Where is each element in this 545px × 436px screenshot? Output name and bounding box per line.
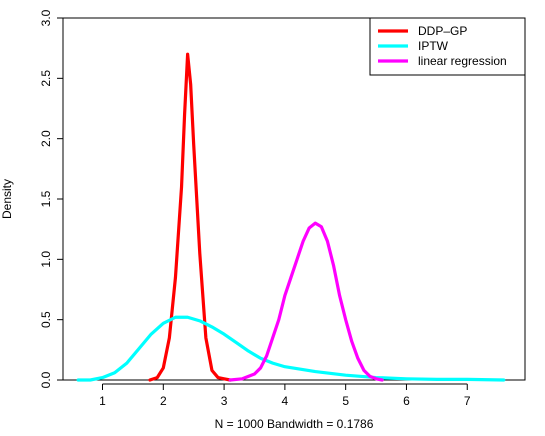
y-tick-label: 2.0	[39, 130, 53, 147]
x-tick-label: 1	[99, 394, 106, 408]
x-axis-title: N = 1000 Bandwidth = 0.1786	[215, 417, 374, 431]
y-tick-label: 3.0	[39, 9, 53, 26]
x-tick-label: 5	[342, 394, 349, 408]
y-tick-label: 1.5	[39, 190, 53, 207]
x-tick-label: 3	[221, 394, 228, 408]
legend-label: DDP–GP	[418, 24, 467, 38]
y-tick-label: 2.5	[39, 70, 53, 87]
axes: 0.0 0.5 1.0 1.5 2.0 2.5 3.0 1 2 3 4 5 6 7	[39, 9, 471, 408]
x-tick-label: 7	[464, 394, 471, 408]
series-line-2	[228, 221, 384, 382]
y-tick-label: 0.5	[39, 311, 53, 328]
y-tick-label: 1.0	[39, 251, 53, 268]
x-tick-label: 4	[282, 394, 289, 408]
series-line-1	[76, 315, 506, 382]
series-line-0	[148, 52, 232, 382]
y-axis-title: Density	[0, 179, 14, 219]
legend-label: IPTW	[418, 39, 449, 53]
y-tick-label: 0.0	[39, 371, 53, 388]
x-tick-label: 6	[403, 394, 410, 408]
series-layer	[76, 52, 506, 382]
x-tick-label: 2	[160, 394, 167, 408]
legend-label: linear regression	[418, 54, 507, 68]
